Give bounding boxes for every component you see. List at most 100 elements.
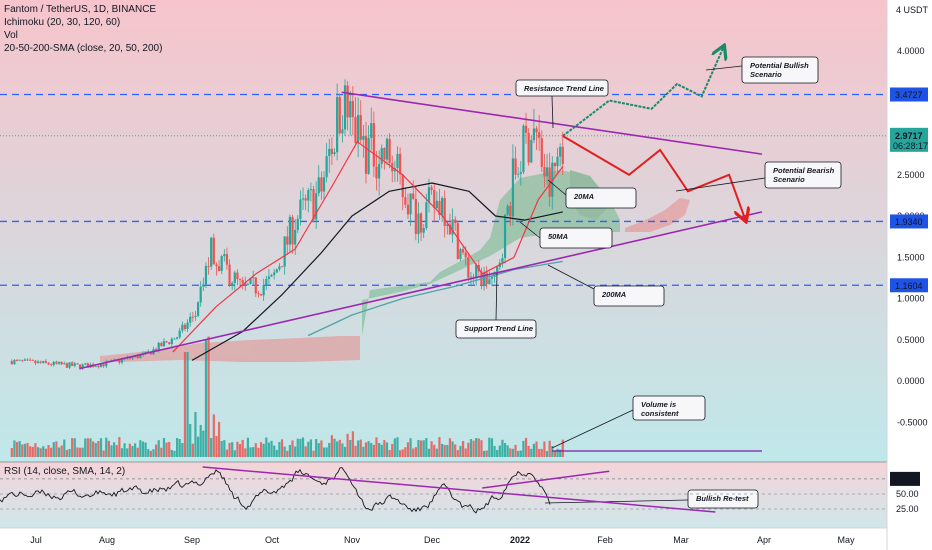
volume-bar xyxy=(367,441,370,457)
candle-body xyxy=(21,359,24,361)
volume-bar xyxy=(134,443,137,457)
candle-body xyxy=(496,266,499,272)
volume-bar xyxy=(189,424,192,457)
candle-body xyxy=(417,213,420,234)
candle-body xyxy=(475,264,478,278)
candle-body xyxy=(97,366,100,368)
candle-body xyxy=(511,158,515,217)
resistance-trend-line xyxy=(341,91,763,155)
volume-bar xyxy=(333,438,336,457)
candle-body xyxy=(94,366,97,367)
candle-body xyxy=(225,254,229,265)
volume-bar xyxy=(89,438,92,457)
candle-body xyxy=(259,294,263,296)
candle-body xyxy=(204,265,208,285)
volume-bar xyxy=(131,445,134,457)
candle-body xyxy=(278,266,281,270)
callout-retest: Bullish Re-test xyxy=(544,489,759,509)
rsi-pane xyxy=(0,466,887,514)
volume-bar xyxy=(207,336,210,457)
volume-bar xyxy=(320,440,323,457)
callout-support: Support Trend Line xyxy=(455,272,537,339)
candle-body xyxy=(543,167,546,177)
price-tick-2: 2.5000 xyxy=(897,170,925,180)
candle-body xyxy=(349,101,352,118)
candle-body xyxy=(446,224,449,226)
volume-bar xyxy=(275,449,278,457)
candle-body xyxy=(71,362,74,366)
candle-body xyxy=(105,361,108,367)
price-tick-8: 0.5000 xyxy=(897,335,925,345)
candle-body xyxy=(102,364,105,367)
volume-bar xyxy=(223,440,226,457)
volume-bar xyxy=(105,437,108,457)
volume-bar xyxy=(191,443,194,457)
candle-body xyxy=(412,193,415,199)
candle-body xyxy=(320,177,323,192)
candle-body xyxy=(139,354,142,359)
price-axis: 4 USDT4.00002.50002.00001.50001.00000.50… xyxy=(890,5,929,427)
volume-bar xyxy=(485,450,488,457)
candle-body xyxy=(322,177,326,192)
candle-body xyxy=(440,198,444,216)
countdown-text: 06:28:17 xyxy=(893,141,928,151)
candle-body xyxy=(173,338,176,340)
candle-body xyxy=(246,283,250,285)
volume-bar xyxy=(412,448,415,457)
volume-bar xyxy=(29,446,32,457)
volume-bar xyxy=(532,443,536,457)
callout-resistance-pointer xyxy=(551,95,554,129)
volume-bar xyxy=(346,433,349,457)
candle-body xyxy=(296,218,299,230)
candle-body xyxy=(540,138,543,168)
candle-body xyxy=(267,276,271,279)
volume-bar xyxy=(540,448,543,457)
candle-body xyxy=(343,85,347,130)
volume-bar xyxy=(73,438,76,457)
indicator-vol-label: Vol xyxy=(4,30,18,41)
volume-bar xyxy=(364,442,368,457)
volume-bar xyxy=(23,443,27,457)
candle-body xyxy=(527,132,530,163)
volume-bar xyxy=(501,439,504,457)
candle-body xyxy=(370,123,373,138)
volume-bar xyxy=(63,439,66,457)
volume-bar xyxy=(60,445,63,457)
volume-bar xyxy=(26,442,29,457)
candle-body xyxy=(31,360,34,361)
rsi-tick-1: 50.00 xyxy=(896,489,919,499)
candle-body xyxy=(488,278,491,285)
candle-body xyxy=(68,362,71,368)
volume-bar xyxy=(409,438,412,457)
level-badge-text-1: 1.9340 xyxy=(895,217,923,227)
candle-body xyxy=(383,148,386,160)
candle-body xyxy=(414,198,417,234)
volume-bar xyxy=(86,438,89,457)
candle-body xyxy=(307,190,310,201)
callout-50ma-box xyxy=(539,227,613,249)
candle-body xyxy=(118,359,121,363)
volume-bar xyxy=(535,441,538,457)
candle-body xyxy=(312,189,315,220)
candle-body xyxy=(517,173,520,175)
volume-bar xyxy=(102,450,105,457)
volume-bar xyxy=(254,443,257,457)
candle-body xyxy=(233,272,236,283)
volume-bar xyxy=(545,450,549,457)
volume-bar xyxy=(304,446,307,457)
volume-bar xyxy=(391,443,394,457)
volume-bar xyxy=(225,449,229,457)
callout-bearish-box xyxy=(764,161,842,189)
volume-bar xyxy=(110,445,113,457)
candle-body xyxy=(236,272,239,280)
price-pane-bg xyxy=(0,0,887,462)
candle-body xyxy=(556,156,559,167)
volume-bar xyxy=(375,437,378,457)
candle-body xyxy=(456,222,459,259)
volume-bar xyxy=(359,439,362,457)
volume-bar xyxy=(118,437,121,457)
volume-bar xyxy=(325,447,328,457)
